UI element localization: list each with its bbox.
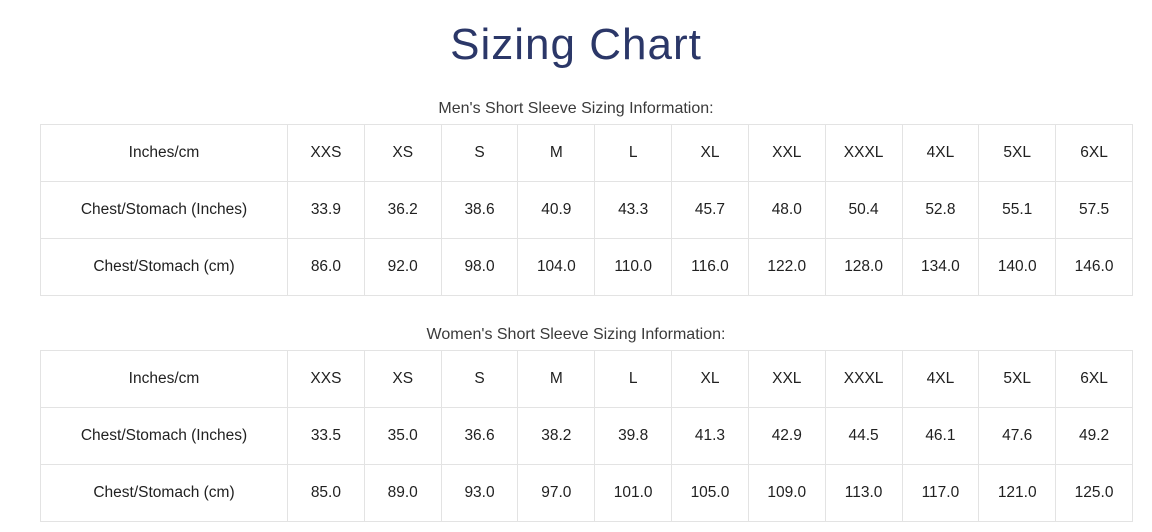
measurement-row: Chest/Stomach (Inches) 33.5 35.0 36.6 38.2 39…: [40, 407, 1133, 465]
size-header-cell: XXL: [747, 350, 826, 408]
measurement-label-cell: Chest/Stomach (Inches): [40, 407, 288, 465]
measurement-value-cell: 39.8: [594, 407, 673, 465]
size-header-cell: S: [440, 124, 519, 182]
measurement-value-cell: 117.0: [901, 464, 980, 522]
measurement-value-cell: 38.2: [517, 407, 596, 465]
measurement-value-cell: 134.0: [901, 238, 980, 296]
measurement-value-cell: 33.5: [287, 407, 365, 465]
measurement-value-cell: 42.9: [747, 407, 826, 465]
page-title: Sizing Chart: [450, 20, 702, 69]
size-header-row: Inches/cm XXS XS S M L XL XXL XXXL 4XL 5XL 6XL: [40, 350, 1133, 408]
units-corner-cell: Inches/cm: [40, 350, 288, 408]
measurement-value-cell: 41.3: [671, 407, 749, 465]
size-header-cell: XL: [671, 124, 749, 182]
size-header-cell: 6XL: [1055, 124, 1133, 182]
measurement-value-cell: 110.0: [594, 238, 673, 296]
measurement-value-cell: 49.2: [1055, 407, 1133, 465]
measurement-value-cell: 57.5: [1055, 181, 1133, 239]
measurement-value-cell: 36.6: [440, 407, 519, 465]
mens-section-subtitle: Men's Short Sleeve Sizing Information:: [438, 100, 714, 117]
measurement-value-cell: 55.1: [978, 181, 1057, 239]
size-header-cell: 6XL: [1055, 350, 1133, 408]
measurement-value-cell: 97.0: [517, 464, 596, 522]
units-corner-cell: Inches/cm: [40, 124, 288, 182]
size-header-cell: 4XL: [901, 350, 980, 408]
size-header-cell: XXXL: [824, 124, 903, 182]
size-header-cell: 4XL: [901, 124, 980, 182]
measurement-value-cell: 50.4: [824, 181, 903, 239]
measurement-value-cell: 93.0: [440, 464, 519, 522]
measurement-value-cell: 85.0: [287, 464, 365, 522]
measurement-value-cell: 38.6: [440, 181, 519, 239]
size-header-cell: 5XL: [978, 124, 1057, 182]
measurement-value-cell: 40.9: [517, 181, 596, 239]
measurement-value-cell: 45.7: [671, 181, 749, 239]
measurement-value-cell: 52.8: [901, 181, 980, 239]
mens-sizing-table: Inches/cm XXS XS S M L XL XXL XXXL 4XL 5XL 6XL Chest…: [40, 124, 1133, 296]
measurement-value-cell: 46.1: [901, 407, 980, 465]
measurement-row: Chest/Stomach (cm) 86.0 92.0 98.0 104.0 110.0…: [40, 238, 1133, 296]
size-header-cell: XXS: [287, 124, 365, 182]
measurement-label-cell: Chest/Stomach (cm): [40, 238, 288, 296]
measurement-row: Chest/Stomach (Inches) 33.9 36.2 38.6 40.9 43…: [40, 181, 1133, 239]
size-header-cell: XS: [363, 350, 442, 408]
womens-sizing-table-body: Inches/cm XXS XS S M L XL XXL XXXL 4XL 5XL 6XL Chest…: [40, 350, 1133, 522]
measurement-label-cell: Chest/Stomach (cm): [40, 464, 288, 522]
measurement-value-cell: 101.0: [594, 464, 673, 522]
mens-sizing-table-body: Inches/cm XXS XS S M L XL XXL XXXL 4XL 5XL 6XL Chest…: [40, 124, 1133, 296]
size-header-cell: L: [594, 124, 673, 182]
measurement-value-cell: 104.0: [517, 238, 596, 296]
measurement-value-cell: 47.6: [978, 407, 1057, 465]
measurement-value-cell: 113.0: [824, 464, 903, 522]
size-header-cell: M: [517, 124, 596, 182]
measurement-value-cell: 116.0: [671, 238, 749, 296]
measurement-value-cell: 86.0: [287, 238, 365, 296]
size-header-row: Inches/cm XXS XS S M L XL XXL XXXL 4XL 5XL 6XL: [40, 124, 1133, 182]
measurement-label-cell: Chest/Stomach (Inches): [40, 181, 288, 239]
womens-section-subtitle: Women's Short Sleeve Sizing Information:: [426, 326, 726, 343]
measurement-value-cell: 140.0: [978, 238, 1057, 296]
size-header-cell: XL: [671, 350, 749, 408]
measurement-value-cell: 105.0: [671, 464, 749, 522]
size-header-cell: XXXL: [824, 350, 903, 408]
measurement-value-cell: 48.0: [747, 181, 826, 239]
size-header-cell: XXS: [287, 350, 365, 408]
measurement-value-cell: 122.0: [747, 238, 826, 296]
size-header-cell: M: [517, 350, 596, 408]
measurement-value-cell: 146.0: [1055, 238, 1133, 296]
size-header-cell: XS: [363, 124, 442, 182]
measurement-value-cell: 125.0: [1055, 464, 1133, 522]
measurement-value-cell: 98.0: [440, 238, 519, 296]
size-header-cell: XXL: [747, 124, 826, 182]
measurement-value-cell: 36.2: [363, 181, 442, 239]
size-header-cell: L: [594, 350, 673, 408]
size-header-cell: 5XL: [978, 350, 1057, 408]
measurement-value-cell: 109.0: [747, 464, 826, 522]
measurement-value-cell: 89.0: [363, 464, 442, 522]
measurement-value-cell: 128.0: [824, 238, 903, 296]
measurement-value-cell: 121.0: [978, 464, 1057, 522]
size-header-cell: S: [440, 350, 519, 408]
womens-sizing-table: Inches/cm XXS XS S M L XL XXL XXXL 4XL 5XL 6XL Chest…: [40, 350, 1133, 522]
measurement-value-cell: 33.9: [287, 181, 365, 239]
measurement-value-cell: 44.5: [824, 407, 903, 465]
measurement-value-cell: 43.3: [594, 181, 673, 239]
measurement-value-cell: 92.0: [363, 238, 442, 296]
measurement-row: Chest/Stomach (cm) 85.0 89.0 93.0 97.0 101.0 1…: [40, 464, 1133, 522]
measurement-value-cell: 35.0: [363, 407, 442, 465]
